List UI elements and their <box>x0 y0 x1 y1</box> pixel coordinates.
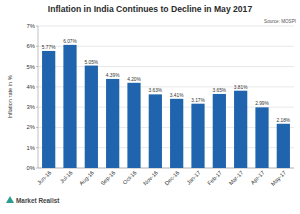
data-label: 3.41% <box>170 93 184 98</box>
data-label: 3.17% <box>191 98 205 103</box>
y-tick-label: 4% <box>27 84 35 90</box>
data-label: 3.65% <box>213 88 227 93</box>
x-tick-label: Mar-17 <box>228 169 245 186</box>
y-tick-label: 5% <box>27 64 35 70</box>
grid-line <box>38 26 294 27</box>
bar <box>149 94 162 168</box>
y-tick-label: 3% <box>27 104 35 110</box>
bar <box>191 104 204 168</box>
x-tick-label: Dec-16 <box>163 169 180 186</box>
brand-text: Market Realist <box>16 197 60 204</box>
x-tick-label: Nov-16 <box>142 169 159 186</box>
x-tick-label: Sep-16 <box>99 169 116 186</box>
title: Inflation in India Continues to Decline … <box>48 4 253 14</box>
chart-root: Inflation in India Continues to Decline … <box>0 0 300 214</box>
data-label: 3.63% <box>149 88 163 93</box>
data-label: 5.77% <box>42 45 56 50</box>
bar <box>277 124 290 168</box>
data-label: 2.99% <box>255 101 269 106</box>
x-tick-label: Oct-16 <box>122 169 138 185</box>
brand: Market Realist <box>6 196 60 204</box>
y-tick-label: 6% <box>27 43 35 49</box>
bar <box>170 99 183 168</box>
bar <box>255 107 268 168</box>
source: Source: MOSPI <box>264 19 296 24</box>
bar <box>106 79 119 168</box>
bar <box>85 66 98 168</box>
x-tick-label: May-17 <box>270 169 287 186</box>
data-label: 4.39% <box>106 73 120 78</box>
x-tick-label: Aug-16 <box>78 169 95 186</box>
brand-icon <box>6 196 14 203</box>
bar <box>234 91 247 168</box>
y-tick-label: 2% <box>27 124 35 130</box>
data-label: 6.07% <box>63 39 77 44</box>
bars <box>42 45 290 168</box>
y-tick-label: 1% <box>27 145 35 151</box>
x-tick-label: Jan-17 <box>185 169 201 185</box>
bar <box>213 94 226 168</box>
chart-svg: Inflation in India Continues to Decline … <box>0 0 300 214</box>
x-tick-label: Jul-16 <box>59 169 74 184</box>
bar <box>42 51 55 168</box>
x-tick-label: Feb-17 <box>206 169 223 186</box>
data-label: 2.18% <box>277 118 291 123</box>
y-tick-label: 7% <box>27 23 35 29</box>
data-label: 5.05% <box>85 60 99 65</box>
y-tick-label: 0% <box>27 165 35 171</box>
x-tick-label: Jun-16 <box>36 169 52 185</box>
data-label: 4.20% <box>127 77 141 82</box>
bar <box>127 83 140 168</box>
x-tick-label: Apr-17 <box>250 169 266 185</box>
y-axis-label: Inflation rate in % <box>7 75 13 118</box>
data-label: 3.81% <box>234 85 248 90</box>
y-axis <box>38 26 39 168</box>
bar <box>63 45 76 168</box>
